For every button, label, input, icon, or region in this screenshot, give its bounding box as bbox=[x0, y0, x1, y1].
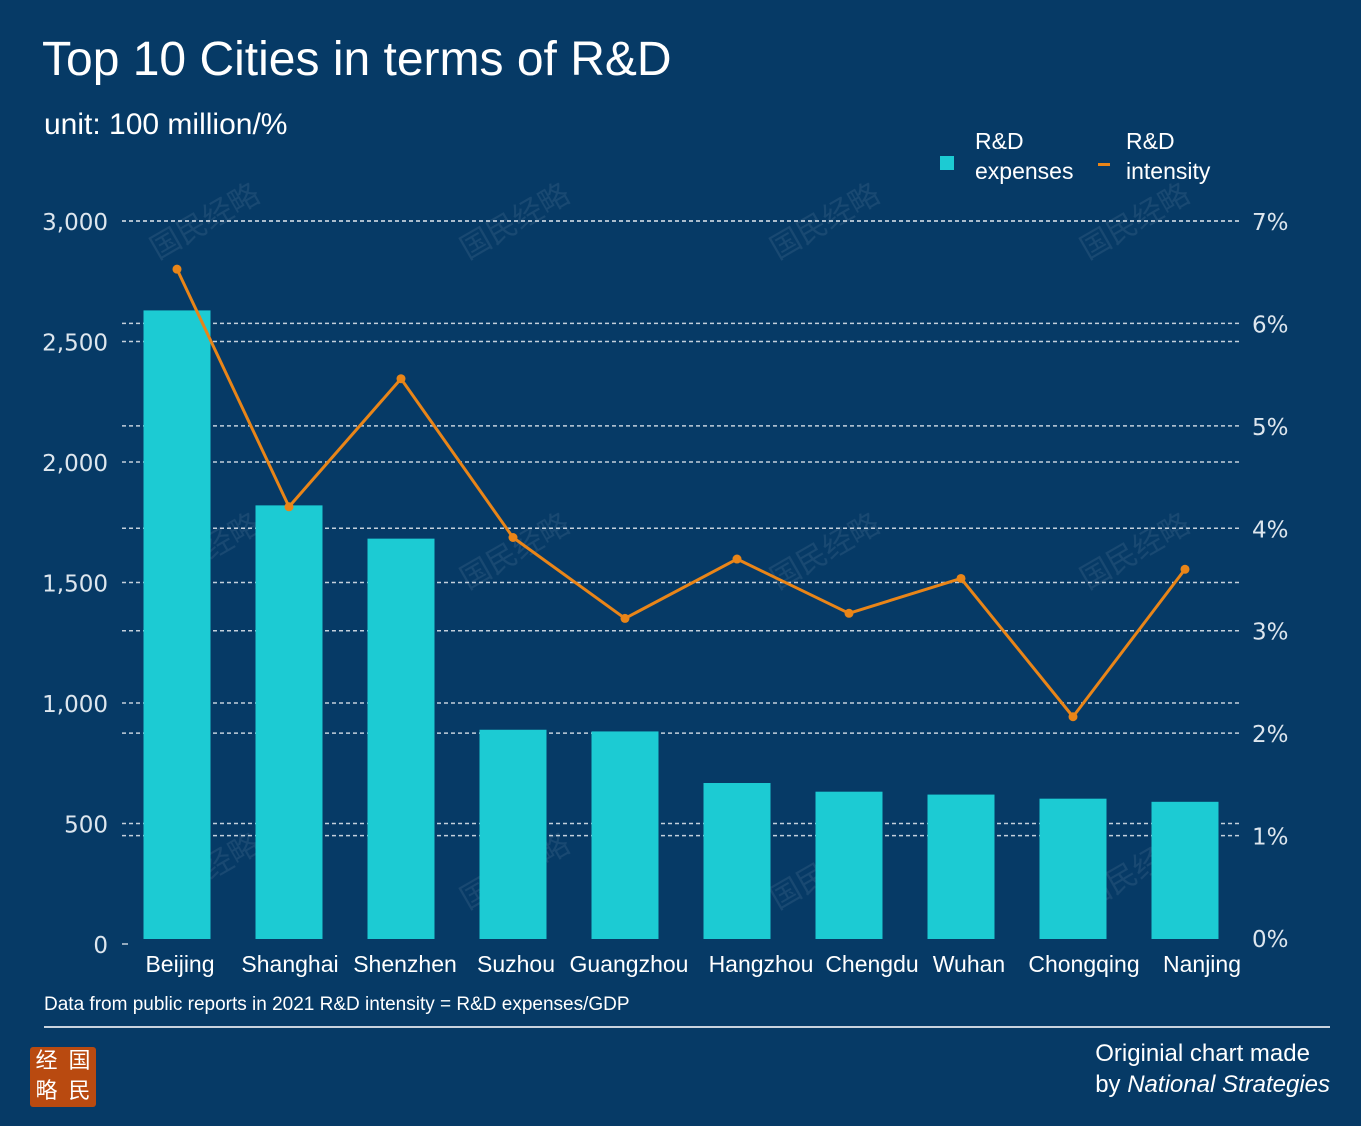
credit-text: Originial chart made by National Strateg… bbox=[1095, 1038, 1330, 1100]
intensity-point-chengdu bbox=[844, 608, 854, 618]
category-label: Suzhou bbox=[477, 951, 555, 977]
logo-char: 经 bbox=[35, 1049, 58, 1074]
bar-shanghai bbox=[255, 505, 323, 939]
footnote: Data from public reports in 2021 R&D int… bbox=[44, 994, 630, 1015]
right-tick-label: 7% bbox=[1252, 210, 1289, 236]
left-tick-label: 1,500 bbox=[42, 572, 108, 598]
right-tick-label: 1% bbox=[1252, 825, 1289, 851]
logo-char: 民 bbox=[68, 1079, 91, 1104]
bar-suzhou bbox=[479, 729, 547, 939]
left-tick-label: 2,500 bbox=[42, 331, 108, 357]
chart-subtitle: unit: 100 million/% bbox=[44, 108, 288, 141]
left-tick-label: 0 bbox=[93, 933, 108, 959]
credit-prefix: by bbox=[1095, 1071, 1128, 1098]
category-label: Chongqing bbox=[1028, 951, 1139, 977]
legend-item-expenses: R&D expenses bbox=[940, 126, 1105, 186]
intensity-point-chongqing bbox=[1068, 712, 1078, 722]
credit-source: National Strategies bbox=[1127, 1071, 1330, 1098]
bar-guangzhou bbox=[591, 731, 659, 939]
bar-chongqing bbox=[1039, 798, 1107, 939]
category-label: Shenzhen bbox=[353, 951, 457, 977]
legend-item-intensity: R&D intensity bbox=[1098, 126, 1256, 186]
intensity-point-nanjing bbox=[1180, 564, 1190, 574]
right-tick-label: 5% bbox=[1252, 415, 1289, 441]
bar-shenzhen bbox=[367, 538, 435, 939]
logo-char: 略 bbox=[35, 1079, 58, 1104]
bar-chengdu bbox=[815, 791, 883, 939]
category-label: Hangzhou bbox=[709, 951, 814, 977]
watermark-text: 国民经略 bbox=[145, 177, 266, 267]
category-label: Guangzhou bbox=[570, 951, 689, 977]
category-label: Nanjing bbox=[1163, 951, 1241, 977]
intensity-point-shanghai bbox=[284, 502, 294, 512]
bar-series bbox=[143, 310, 1219, 939]
right-tick-label: 6% bbox=[1252, 312, 1289, 338]
bar-hangzhou bbox=[703, 783, 771, 939]
legend-bar-swatch bbox=[940, 156, 954, 170]
left-tick-label: 500 bbox=[64, 813, 108, 839]
intensity-point-shenzhen bbox=[396, 374, 406, 384]
bar-nanjing bbox=[1151, 801, 1219, 939]
category-labels: Beijing Shanghai Shenzhen Suzhou Guangzhou Ha… bbox=[145, 951, 1241, 977]
logo-char: 国 bbox=[68, 1049, 91, 1074]
watermark-text: 国民经略 bbox=[1075, 507, 1196, 597]
left-tick-label: 3,000 bbox=[42, 210, 108, 236]
right-tick-label: 4% bbox=[1252, 517, 1289, 543]
category-label: Wuhan bbox=[933, 951, 1005, 977]
watermark-text: 国民经略 bbox=[765, 177, 886, 267]
category-label: Beijing bbox=[145, 951, 214, 977]
legend-line-swatch bbox=[1098, 163, 1110, 166]
watermark-text: 国民经略 bbox=[765, 507, 886, 597]
brand-logo: 经 国 略 民 bbox=[30, 1047, 96, 1107]
legend-expenses-label: R&D expenses bbox=[975, 128, 1074, 184]
intensity-line bbox=[175, 268, 1187, 719]
intensity-point-wuhan bbox=[956, 573, 966, 583]
category-label: Chengdu bbox=[825, 951, 918, 977]
credit-line-2: by National Strategies bbox=[1095, 1069, 1330, 1100]
bar-beijing bbox=[143, 310, 211, 939]
intensity-point-hangzhou bbox=[732, 554, 742, 564]
line-series bbox=[172, 264, 1190, 722]
intensity-point-guangzhou bbox=[620, 613, 630, 623]
bar-wuhan bbox=[927, 794, 995, 939]
chart-title: Top 10 Cities in terms of R&D bbox=[42, 33, 672, 86]
right-tick-label: 3% bbox=[1252, 620, 1289, 646]
footer-divider bbox=[44, 1026, 1330, 1028]
watermark-text: 国民经略 bbox=[455, 507, 576, 597]
left-tick-label: 2,000 bbox=[42, 451, 108, 477]
watermark-text: 国民经略 bbox=[1075, 177, 1196, 267]
intensity-point-suzhou bbox=[508, 533, 518, 543]
right-axis-ticks: 0% 1% 2% 3% 4% 5% 6% 7% bbox=[1252, 210, 1289, 953]
right-tick-label: 2% bbox=[1252, 722, 1289, 748]
watermark-text: 国民经略 bbox=[455, 177, 576, 267]
left-tick-label: 1,000 bbox=[42, 692, 108, 718]
intensity-point-beijing bbox=[172, 264, 182, 274]
credit-line-1: Originial chart made bbox=[1095, 1040, 1310, 1067]
right-tick-label: 0% bbox=[1252, 927, 1289, 953]
category-label: Shanghai bbox=[241, 951, 338, 977]
left-axis-ticks: 0 500 1,000 1,500 2,000 2,500 3,000 bbox=[42, 210, 108, 959]
chart-canvas: 国民经略国民经略国民经略国民经略国民经略国民经略国民经略国民经略国民经略国民经略… bbox=[42, 177, 1289, 977]
legend-intensity-label: R&D intensity bbox=[1126, 128, 1211, 184]
